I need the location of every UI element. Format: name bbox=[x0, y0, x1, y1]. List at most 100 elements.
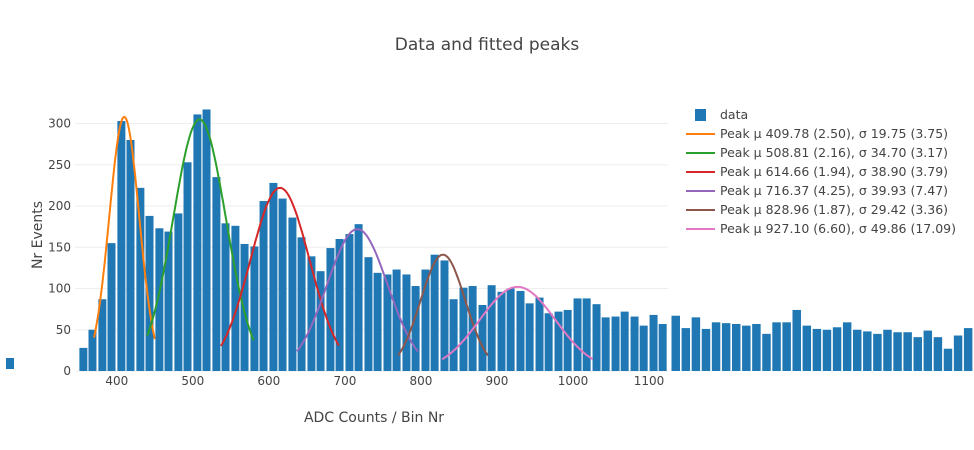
legend-label: Peak μ 716.37 (4.25), σ 39.93 (7.47) bbox=[720, 183, 948, 198]
y-tick-label: 100 bbox=[48, 282, 71, 296]
histogram-bar bbox=[853, 329, 862, 371]
histogram-bar bbox=[582, 298, 591, 371]
histogram-bar bbox=[373, 272, 382, 371]
y-tick-label: 200 bbox=[48, 199, 71, 213]
histogram-bar bbox=[164, 231, 173, 371]
histogram-bar bbox=[681, 328, 691, 371]
histogram-bar bbox=[126, 140, 135, 371]
histogram-bar bbox=[658, 323, 667, 371]
histogram-bar bbox=[563, 309, 572, 371]
histogram-bar bbox=[525, 303, 534, 371]
histogram-bar bbox=[183, 162, 192, 371]
histogram-bar bbox=[883, 329, 892, 371]
histogram-bar bbox=[772, 322, 781, 371]
legend-label: Peak μ 927.10 (6.60), σ 49.86 (17.09) bbox=[720, 221, 956, 236]
histogram-bar bbox=[649, 314, 658, 371]
histogram-bar bbox=[611, 316, 620, 371]
chart-title: Data and fitted peaks bbox=[395, 35, 580, 55]
histogram-bar bbox=[639, 325, 648, 371]
histogram-bar bbox=[459, 287, 468, 371]
legend-label: Peak μ 828.96 (1.87), σ 29.42 (3.36) bbox=[720, 202, 948, 217]
histogram-bar bbox=[732, 323, 741, 371]
fit-curve bbox=[93, 115, 156, 340]
histogram-bar bbox=[221, 223, 230, 371]
histogram-bar bbox=[535, 297, 544, 371]
histogram-bar bbox=[392, 269, 401, 371]
histogram-bar bbox=[98, 299, 107, 371]
histogram-bar bbox=[792, 309, 801, 371]
histogram-bar bbox=[544, 313, 553, 371]
histogram-bar bbox=[240, 243, 249, 371]
histogram-bar bbox=[288, 217, 297, 371]
histogram-bar bbox=[364, 257, 373, 371]
fit-curve bbox=[397, 253, 489, 357]
histogram-bar bbox=[721, 323, 731, 371]
histogram-bar bbox=[903, 332, 912, 371]
histogram-bar bbox=[630, 316, 639, 371]
x-tick-label: 900 bbox=[485, 374, 508, 388]
y-tick-label: 50 bbox=[56, 323, 71, 337]
legend-label: Peak μ 409.78 (2.50), σ 19.75 (3.75) bbox=[720, 126, 948, 141]
histogram-bar bbox=[174, 213, 183, 371]
histogram-bar bbox=[202, 109, 211, 371]
x-tick-label: 500 bbox=[181, 374, 204, 388]
y-tick-label: 0 bbox=[63, 364, 71, 378]
histogram-bar bbox=[506, 288, 515, 371]
histogram-bar bbox=[742, 325, 751, 371]
legend-label-data: data bbox=[720, 107, 748, 122]
x-tick-label: 1100 bbox=[634, 374, 665, 388]
y-tick-label: 300 bbox=[48, 117, 71, 131]
histogram-bar bbox=[449, 299, 458, 371]
curves-layer bbox=[93, 115, 594, 361]
histogram-bar bbox=[943, 348, 953, 371]
histogram-bar bbox=[913, 337, 922, 371]
histogram-bar bbox=[6, 358, 14, 369]
histogram-bar bbox=[953, 335, 963, 371]
histogram-bar bbox=[711, 322, 721, 371]
histogram-bar bbox=[812, 328, 822, 371]
x-tick-label: 400 bbox=[105, 374, 128, 388]
histogram-bar bbox=[842, 322, 852, 371]
histogram-bar bbox=[411, 286, 420, 371]
histogram-bar bbox=[345, 234, 354, 371]
histogram-bar bbox=[79, 347, 88, 371]
histogram-bar bbox=[155, 228, 164, 371]
histogram-bar bbox=[430, 254, 439, 371]
histogram-bar bbox=[762, 333, 771, 371]
x-tick-label: 700 bbox=[333, 374, 356, 388]
x-tick-label: 600 bbox=[257, 374, 280, 388]
histogram-bar bbox=[259, 201, 268, 371]
histogram-bar bbox=[354, 224, 363, 371]
histogram-bar bbox=[832, 327, 842, 371]
bars-layer bbox=[6, 109, 973, 372]
histogram-bar bbox=[893, 332, 902, 371]
histogram-bar bbox=[297, 237, 306, 371]
histogram-bar bbox=[326, 248, 335, 371]
histogram-bar bbox=[497, 291, 506, 371]
fit-curve bbox=[296, 228, 419, 353]
histogram-bar bbox=[250, 246, 259, 371]
histogram-bar bbox=[487, 285, 496, 371]
histogram-bar bbox=[231, 225, 240, 371]
y-axis-ticks: 0 50 100 150 200 250 300 bbox=[48, 117, 71, 379]
histogram-bar bbox=[601, 317, 610, 371]
legend-swatch-data bbox=[695, 109, 706, 121]
y-tick-label: 150 bbox=[48, 240, 71, 254]
histogram-bar bbox=[592, 304, 601, 371]
histogram-bar bbox=[307, 256, 316, 371]
x-tick-label: 1000 bbox=[558, 374, 589, 388]
histogram-bar bbox=[212, 177, 221, 371]
histogram-bar bbox=[802, 325, 812, 371]
fit-curve bbox=[146, 118, 255, 341]
histogram-bar bbox=[107, 243, 116, 371]
histogram-bar bbox=[269, 182, 278, 371]
x-axis-ticks: 400 500 600 700 800 900 1000 1100 bbox=[105, 374, 664, 388]
y-tick-label: 250 bbox=[48, 158, 71, 172]
histogram-bar bbox=[963, 328, 973, 371]
histogram-bar bbox=[923, 330, 933, 371]
histogram-bar bbox=[782, 322, 791, 371]
histogram-bar bbox=[691, 317, 701, 371]
legend: data Peak μ 409.78 (2.50), σ 19.75 (3.75)… bbox=[686, 107, 956, 236]
histogram-bar bbox=[402, 274, 411, 371]
